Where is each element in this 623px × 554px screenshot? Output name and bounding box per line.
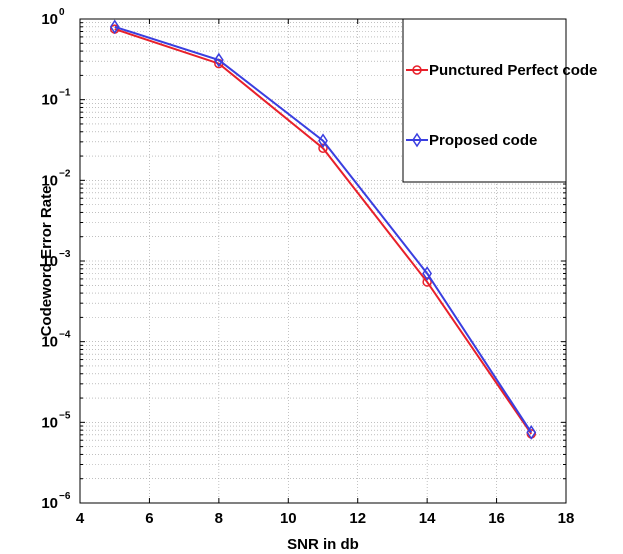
y-tick-base: 10 [41, 334, 58, 351]
y-tick-base: 10 [41, 253, 58, 270]
x-axis-label: SNR in db [287, 536, 359, 553]
y-tick-label: 10 0 [41, 7, 65, 28]
y-axis-label: Codeword Error Rate [38, 186, 55, 337]
y-tick-base: 10 [41, 11, 58, 28]
legend-entry: Proposed code [406, 132, 537, 149]
data-point [109, 19, 120, 35]
series-group [109, 19, 537, 440]
y-tick-exponent: −1 [59, 88, 71, 99]
legend-entry: Punctured Perfect code [406, 62, 597, 79]
y-tick-label: 10 −4 [41, 330, 71, 351]
x-tick-label: 8 [215, 510, 223, 527]
y-tick-label: 10 −3 [41, 249, 71, 270]
y-tick-label: 10 −6 [41, 491, 71, 512]
legend-box [402, 18, 567, 183]
data-point [213, 52, 224, 68]
legend-swatch-marker [412, 132, 422, 148]
y-tick-exponent: −3 [59, 249, 71, 260]
x-tick-label: 4 [76, 510, 85, 527]
x-tick-label: 18 [558, 510, 575, 527]
y-tick-exponent: −2 [59, 168, 71, 179]
y-tick-base: 10 [41, 414, 58, 431]
y-tick-label: 10 −1 [41, 88, 71, 109]
x-tick-label: 14 [419, 510, 436, 527]
x-tick-label: 16 [488, 510, 505, 527]
y-tick-exponent: −5 [59, 410, 71, 421]
series-line [114, 28, 533, 435]
y-tick-label: 10 −2 [41, 168, 71, 189]
legend-label: Proposed code [429, 132, 537, 149]
legend-swatch-marker [412, 65, 422, 75]
y-tick-exponent: −4 [59, 330, 71, 341]
data-point [318, 143, 328, 153]
series-2 [109, 19, 537, 440]
data-point [318, 133, 328, 149]
data-point [422, 266, 433, 281]
x-tick-label: 6 [145, 510, 153, 527]
y-tick-base: 10 [41, 172, 58, 189]
data-point [422, 277, 432, 287]
legend-label: Punctured Perfect code [429, 62, 597, 79]
y-tick-base: 10 [41, 495, 58, 512]
y-tick-exponent: 0 [59, 7, 65, 18]
y-tick-label: 10 −5 [41, 410, 71, 431]
x-tick-label: 12 [349, 510, 366, 527]
x-tick-label: 10 [280, 510, 297, 527]
y-tick-base: 10 [41, 92, 58, 109]
y-tick-exponent: −6 [59, 491, 71, 502]
legend: Punctured Perfect code Proposed code [402, 18, 597, 183]
data-point [526, 425, 537, 440]
series-line [114, 25, 533, 433]
